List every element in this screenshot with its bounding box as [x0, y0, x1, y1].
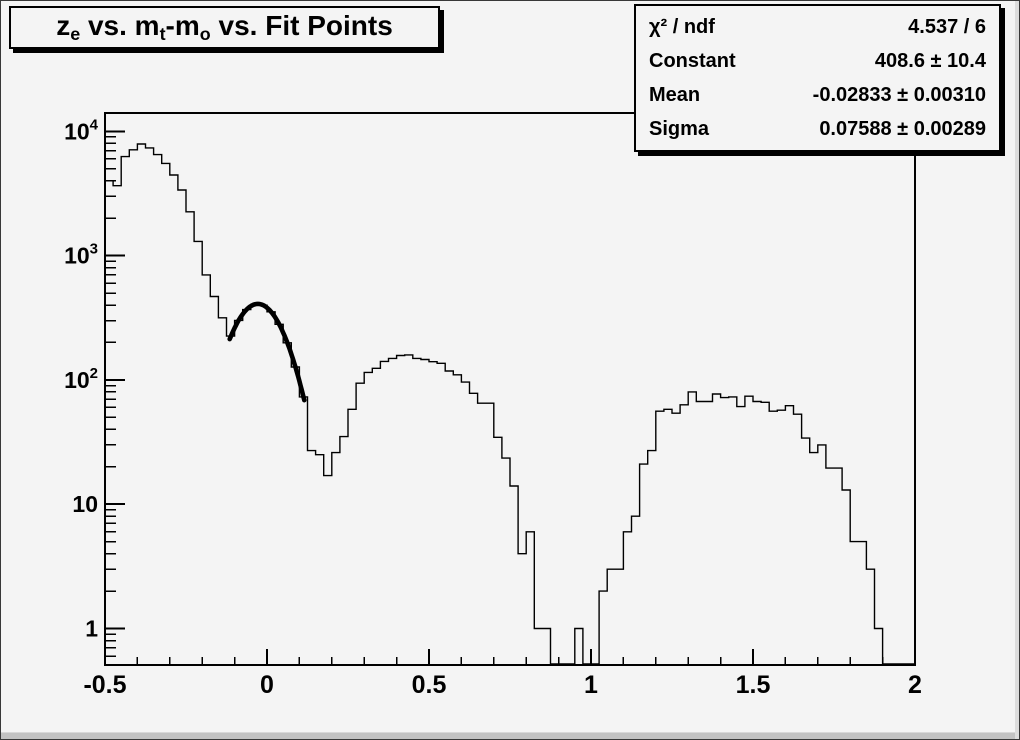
- y-axis-label: 10: [72, 491, 98, 517]
- axis-tick-labels: -0.5 0 0.5 1 1.5 2 1 10 102 103 104: [64, 116, 922, 699]
- stats-row-sigma: Sigma 0.07588 ± 0.00289: [636, 119, 999, 139]
- frame-rect: [104, 112, 916, 666]
- canvas-bevel-right: [1015, 1, 1019, 739]
- axis-ticks: [104, 130, 916, 665]
- title-subscript: t: [159, 24, 166, 44]
- title-segment: z: [56, 9, 71, 41]
- canvas-bevel-bottom: [1, 732, 1019, 739]
- stats-value-constant: 408.6 ± 10.4: [874, 50, 986, 72]
- stats-label-constant: Constant: [649, 50, 736, 72]
- x-axis-label: 2: [908, 671, 922, 699]
- x-axis-label: 1: [584, 671, 598, 699]
- y-axis-label: 103: [64, 241, 98, 269]
- stats-label-sigma: Sigma: [649, 118, 710, 140]
- stats-value-sigma: 0.07588 ± 0.00289: [819, 118, 986, 140]
- title-subscript: o: [199, 24, 211, 44]
- y-axis-label: 1: [85, 616, 98, 642]
- x-axis-label: 1.5: [736, 671, 771, 699]
- title-subscript: e: [70, 24, 81, 44]
- stats-value-chi2: 4.537 / 6: [908, 16, 986, 38]
- stats-box: χ² / ndf 4.537 / 6 Constant 408.6 ± 10.4…: [634, 4, 1001, 152]
- x-axis-label: 0: [260, 671, 274, 699]
- x-axis-label: -0.5: [83, 671, 126, 699]
- title-segment: vs. m: [80, 9, 160, 41]
- stats-row-constant: Constant 408.6 ± 10.4: [636, 51, 999, 71]
- stats-label-chi2: χ² / ndf: [649, 16, 715, 38]
- title-segment: -m: [165, 9, 200, 41]
- stats-row-mean: Mean -0.02833 ± 0.00310: [636, 85, 999, 105]
- y-axis-label: 102: [64, 365, 98, 393]
- stats-label-mean: Mean: [649, 84, 701, 106]
- title-segment: vs. Fit Points: [210, 9, 393, 41]
- fit-gaussian-path: [227, 301, 307, 403]
- page-title: ze vs. mt-mo vs. Fit Points: [56, 10, 393, 45]
- histogram-path: [105, 143, 915, 665]
- x-axis-label: 0.5: [412, 671, 447, 699]
- stats-value-mean: -0.02833 ± 0.00310: [812, 84, 986, 106]
- histogram-line: [105, 143, 915, 665]
- plot-frame: [104, 112, 916, 666]
- y-axis-label: 104: [64, 116, 99, 144]
- stats-row-chi2: χ² / ndf 4.537 / 6: [636, 17, 999, 37]
- fit-curve: [227, 301, 307, 403]
- title-box: ze vs. mt-mo vs. Fit Points: [9, 6, 440, 49]
